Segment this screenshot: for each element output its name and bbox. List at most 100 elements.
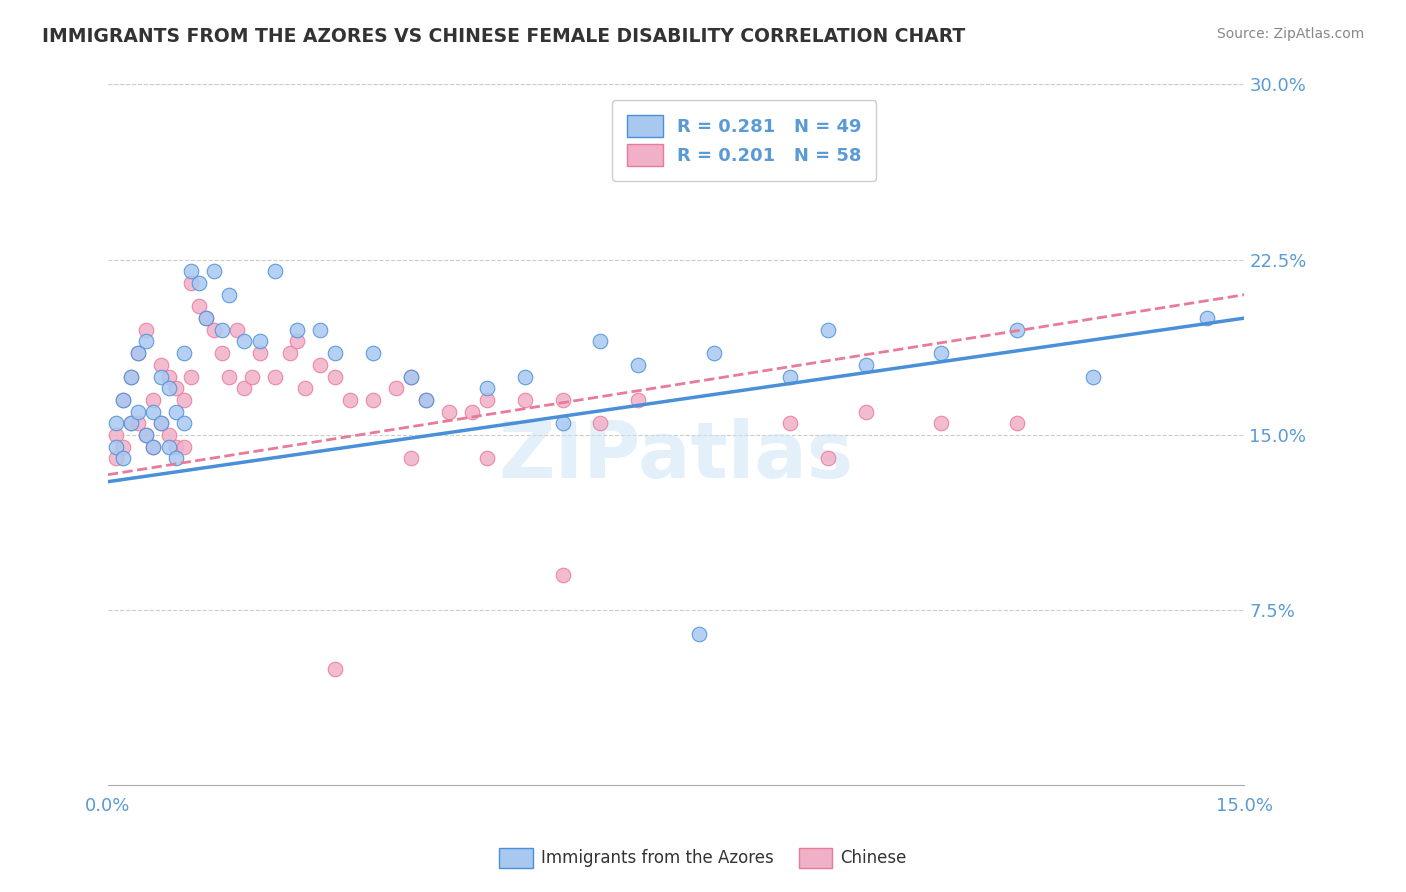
Point [1005, 323, 1028, 337]
Point [287, 334, 309, 349]
Point [120, 369, 142, 384]
Point [589, 417, 612, 431]
Point [323, 662, 346, 676]
Point [173, 417, 195, 431]
Point [135, 428, 157, 442]
Legend: R = 0.281   N = 49, R = 0.201   N = 58: R = 0.281 N = 49, R = 0.201 N = 58 [613, 101, 876, 181]
Point [475, 381, 498, 395]
Point [399, 451, 422, 466]
Point [627, 358, 650, 372]
Point [294, 381, 316, 395]
Point [187, 300, 209, 314]
Point [202, 323, 225, 337]
Point [309, 323, 332, 337]
Point [263, 264, 285, 278]
Point [202, 264, 225, 278]
Point [112, 392, 135, 407]
Point [142, 440, 165, 454]
Point [703, 346, 725, 360]
Point [460, 404, 482, 418]
Point [150, 369, 173, 384]
Point [249, 334, 271, 349]
Point [104, 417, 127, 431]
Text: Source: ZipAtlas.com: Source: ZipAtlas.com [1216, 27, 1364, 41]
Point [165, 404, 187, 418]
Point [1005, 417, 1028, 431]
Point [120, 417, 142, 431]
Point [173, 346, 195, 360]
Point [688, 626, 710, 640]
Point [218, 287, 240, 301]
Point [211, 323, 233, 337]
Point [931, 346, 953, 360]
Point [263, 369, 285, 384]
Point [817, 451, 839, 466]
Point [339, 392, 361, 407]
Point [104, 451, 127, 466]
Point [415, 392, 437, 407]
Point [135, 323, 157, 337]
Point [180, 369, 202, 384]
Legend: Immigrants from the Azores, Chinese: Immigrants from the Azores, Chinese [492, 841, 914, 875]
Point [437, 404, 460, 418]
Point [104, 428, 127, 442]
Point [855, 404, 877, 418]
Point [120, 417, 142, 431]
Point [135, 428, 157, 442]
Point [233, 334, 256, 349]
Point [287, 323, 309, 337]
Point [195, 311, 218, 326]
Point [112, 451, 135, 466]
Point [399, 369, 422, 384]
Point [551, 417, 574, 431]
Point [475, 392, 498, 407]
Point [127, 404, 149, 418]
Point [127, 417, 149, 431]
Text: ZIPatlas: ZIPatlas [499, 418, 853, 494]
Point [817, 323, 839, 337]
Point [180, 264, 202, 278]
Text: IMMIGRANTS FROM THE AZORES VS CHINESE FEMALE DISABILITY CORRELATION CHART: IMMIGRANTS FROM THE AZORES VS CHINESE FE… [42, 27, 966, 45]
Point [165, 381, 187, 395]
Point [211, 346, 233, 360]
Point [127, 346, 149, 360]
Point [157, 369, 180, 384]
Point [127, 346, 149, 360]
Point [323, 346, 346, 360]
Point [218, 369, 240, 384]
Point [513, 392, 536, 407]
Point [779, 369, 801, 384]
Point [112, 392, 135, 407]
Point [187, 276, 209, 290]
Point [1195, 311, 1218, 326]
Point [779, 417, 801, 431]
Point [120, 369, 142, 384]
Point [225, 323, 247, 337]
Point [165, 451, 187, 466]
Point [173, 440, 195, 454]
Point [173, 392, 195, 407]
Point [589, 334, 612, 349]
Point [323, 369, 346, 384]
Point [165, 440, 187, 454]
Point [627, 392, 650, 407]
Point [150, 417, 173, 431]
Point [157, 428, 180, 442]
Point [475, 451, 498, 466]
Point [157, 381, 180, 395]
Point [361, 346, 384, 360]
Point [233, 381, 256, 395]
Point [513, 369, 536, 384]
Point [415, 392, 437, 407]
Point [142, 440, 165, 454]
Point [309, 358, 332, 372]
Point [142, 392, 165, 407]
Point [104, 440, 127, 454]
Point [361, 392, 384, 407]
Point [249, 346, 271, 360]
Point [150, 358, 173, 372]
Point [240, 369, 263, 384]
Point [551, 568, 574, 582]
Point [142, 404, 165, 418]
Point [157, 440, 180, 454]
